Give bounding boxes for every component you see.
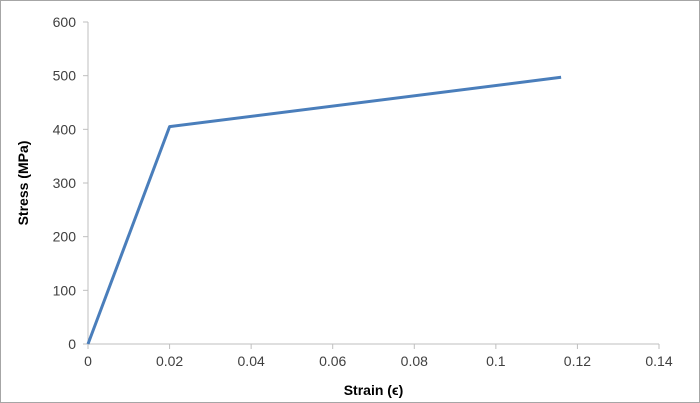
y-tick-label: 300 <box>53 175 77 191</box>
y-tick-label: 0 <box>68 336 76 352</box>
series-line-0 <box>86 75 562 345</box>
x-tick-label: 0.12 <box>564 353 591 369</box>
axes <box>87 22 659 345</box>
y-tick-label: 600 <box>53 14 77 30</box>
series-layer <box>86 75 562 345</box>
x-tick-label: 0.14 <box>645 353 672 369</box>
y-tick-label: 500 <box>53 68 77 84</box>
x-axis-ticks: 0 0.02 0.04 0.06 0.08 0.1 0.12 0.14 <box>84 344 673 369</box>
y-tick-label: 400 <box>53 121 77 137</box>
x-tick-label: 0.1 <box>486 353 506 369</box>
x-tick-label: 0.08 <box>401 353 428 369</box>
x-tick-label: 0.04 <box>238 353 265 369</box>
y-tick-label: 100 <box>53 282 77 298</box>
y-axis-ticks: 0 100 200 300 400 500 600 <box>53 14 88 352</box>
y-axis-title: Stress (MPa) <box>15 141 31 226</box>
x-axis-title: Strain (ϵ) <box>344 382 404 398</box>
y-tick-label: 200 <box>53 229 77 245</box>
x-tick-label: 0.06 <box>319 353 346 369</box>
x-tick-label: 0.02 <box>156 353 183 369</box>
x-tick-label: 0 <box>84 353 92 369</box>
